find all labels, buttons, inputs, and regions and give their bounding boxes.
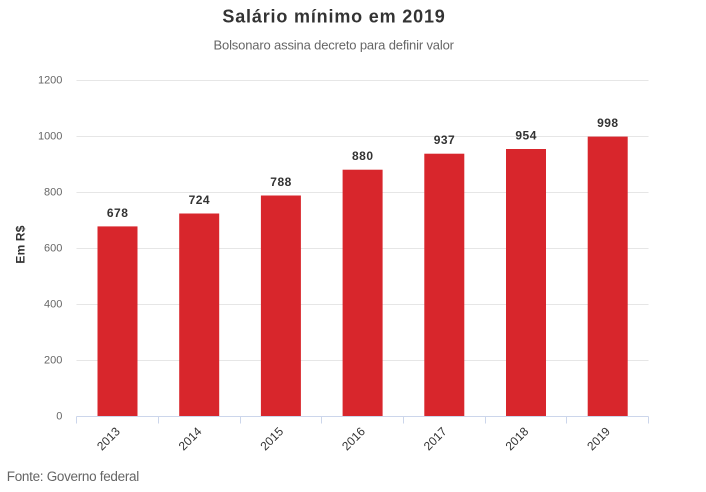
svg-text:Salário mínimo em 2019: Salário mínimo em 2019 xyxy=(222,6,444,26)
svg-text:937: 937 xyxy=(434,133,455,147)
svg-text:0: 0 xyxy=(56,411,62,423)
svg-text:800: 800 xyxy=(44,187,62,199)
svg-text:200: 200 xyxy=(44,355,62,367)
svg-text:998: 998 xyxy=(597,116,618,130)
svg-text:678: 678 xyxy=(107,206,128,220)
svg-text:400: 400 xyxy=(44,299,62,311)
svg-text:880: 880 xyxy=(352,149,373,163)
svg-text:600: 600 xyxy=(44,243,62,255)
svg-text:1200: 1200 xyxy=(38,75,62,87)
svg-text:Em R$: Em R$ xyxy=(14,225,28,263)
svg-text:1000: 1000 xyxy=(38,131,62,143)
svg-text:Bolsonaro assina decreto para: Bolsonaro assina decreto para definir va… xyxy=(214,38,455,53)
svg-text:954: 954 xyxy=(515,129,536,143)
svg-text:724: 724 xyxy=(189,193,210,207)
svg-text:Fonte: Governo federal: Fonte: Governo federal xyxy=(7,469,139,484)
svg-text:788: 788 xyxy=(270,175,291,189)
